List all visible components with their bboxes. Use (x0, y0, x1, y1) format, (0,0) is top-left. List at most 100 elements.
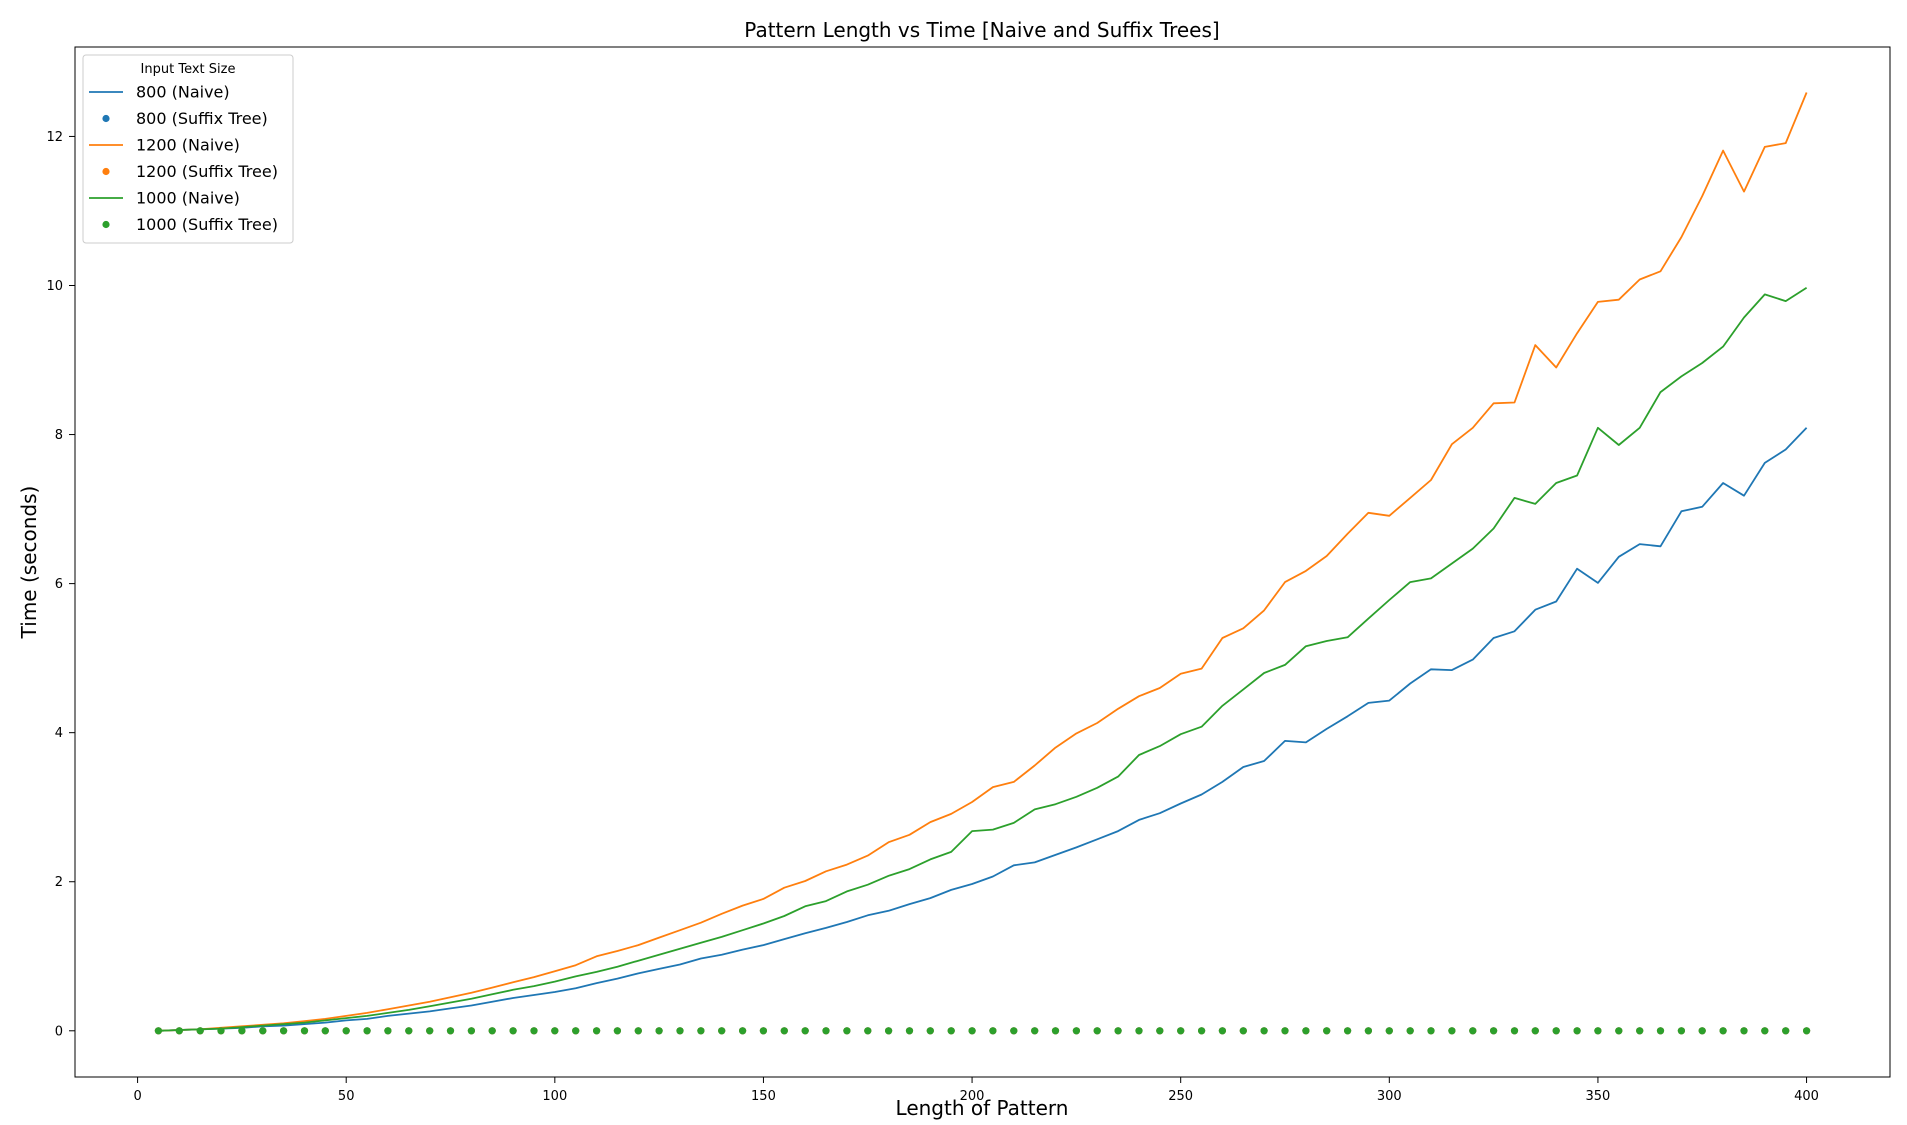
data-point (426, 1027, 434, 1035)
data-point (446, 1027, 455, 1035)
data-point (342, 1027, 350, 1035)
data-point (1448, 1027, 1456, 1035)
series-line (158, 427, 1808, 1032)
data-point (1406, 1027, 1414, 1035)
data-point (1364, 1027, 1372, 1035)
x-axis: 0 50 100 150 200 250 300 350 400 (133, 1077, 1819, 1104)
data-point (1490, 1027, 1498, 1035)
data-point (613, 1027, 622, 1035)
data-point (1072, 1027, 1080, 1035)
data-point (1218, 1027, 1226, 1035)
legend-item: 1000 (Naive) (89, 189, 240, 208)
data-point (864, 1027, 872, 1035)
data-point (300, 1027, 309, 1035)
data-point (1344, 1027, 1352, 1035)
data-point (634, 1027, 642, 1035)
x-tick-label: 400 (1794, 1089, 1819, 1104)
legend-item: 800 (Suffix Tree) (102, 109, 268, 128)
data-point (1761, 1027, 1769, 1035)
legend-label: 800 (Suffix Tree) (136, 109, 268, 128)
data-point (1656, 1027, 1665, 1035)
chart-title: Pattern Length vs Time [Naive and Suffix… (744, 18, 1219, 42)
data-point (885, 1027, 893, 1035)
data-point (1302, 1027, 1310, 1035)
data-point (926, 1027, 934, 1035)
data-point (780, 1027, 788, 1035)
data-point (759, 1027, 768, 1035)
data-point (259, 1027, 267, 1035)
data-point (1698, 1027, 1706, 1035)
legend-swatch-marker (102, 167, 110, 176)
series-layer (154, 92, 1811, 1035)
legend: Input Text Size 800 (Naive) 800 (Suffix T… (82, 54, 294, 244)
data-point (238, 1027, 246, 1035)
data-point (1677, 1027, 1685, 1035)
data-point (1239, 1027, 1247, 1035)
data-point (1636, 1027, 1644, 1035)
data-point (551, 1027, 559, 1035)
data-point (718, 1027, 726, 1035)
data-point (1198, 1027, 1206, 1035)
legend-label: 1200 (Suffix Tree) (136, 162, 278, 181)
x-tick-label: 150 (751, 1089, 776, 1104)
data-point (843, 1027, 851, 1035)
series-line (158, 286, 1808, 1032)
series-1000-suffix-tree (154, 1027, 1811, 1035)
data-point (1552, 1027, 1560, 1035)
data-point (1051, 1027, 1060, 1035)
data-point (572, 1027, 580, 1035)
data-point (905, 1027, 914, 1035)
y-axis-label: Time (seconds) (17, 486, 41, 640)
legend-label: 800 (Naive) (136, 83, 230, 102)
legend-label: 1000 (Suffix Tree) (136, 215, 278, 234)
legend-box (82, 54, 294, 244)
data-point (321, 1027, 329, 1035)
y-tick-label: 4 (55, 726, 63, 741)
data-point (1323, 1027, 1331, 1035)
data-point (530, 1027, 538, 1035)
data-point (968, 1027, 976, 1035)
data-point (1156, 1027, 1164, 1035)
data-point (676, 1027, 684, 1035)
data-point (1427, 1027, 1435, 1035)
data-point (1782, 1027, 1790, 1035)
legend-label: 1000 (Naive) (136, 189, 240, 208)
x-tick-label: 0 (133, 1089, 141, 1104)
legend-swatch-marker (102, 114, 110, 123)
series-800-naive (158, 427, 1808, 1032)
y-tick-label: 0 (55, 1024, 63, 1039)
data-point (822, 1027, 830, 1035)
data-point (1469, 1027, 1477, 1035)
data-point (801, 1027, 809, 1035)
data-point (196, 1027, 204, 1035)
x-tick-label: 250 (1168, 1089, 1193, 1104)
series-1000-naive (158, 286, 1808, 1032)
legend-item: 1200 (Suffix Tree) (102, 162, 278, 181)
legend-swatch-marker (102, 220, 110, 229)
data-point (467, 1027, 475, 1035)
data-point (947, 1027, 955, 1035)
data-point (1135, 1027, 1143, 1035)
plot-area-frame (74, 46, 1891, 1078)
data-point (488, 1027, 496, 1035)
data-point (989, 1027, 997, 1035)
data-point (217, 1027, 225, 1035)
data-point (1010, 1027, 1018, 1035)
data-point (1114, 1027, 1122, 1035)
y-tick-label: 12 (46, 130, 63, 145)
data-point (509, 1027, 517, 1035)
legend-item: 800 (Naive) (89, 83, 230, 102)
data-point (1803, 1027, 1811, 1035)
x-tick-label: 100 (542, 1089, 567, 1104)
data-point (1510, 1027, 1519, 1035)
data-point (363, 1027, 371, 1035)
y-tick-label: 10 (46, 279, 63, 294)
data-point (1031, 1027, 1039, 1035)
data-point (280, 1027, 288, 1035)
data-point (175, 1027, 183, 1035)
data-point (1531, 1027, 1539, 1035)
data-point (1615, 1027, 1623, 1035)
x-tick-label: 350 (1586, 1089, 1611, 1104)
